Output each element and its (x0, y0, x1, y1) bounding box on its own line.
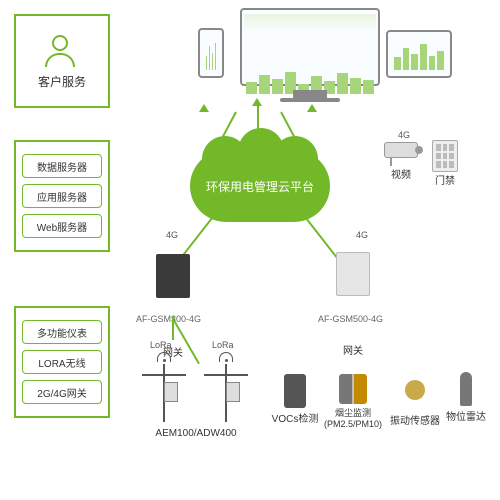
link-label-4g: 4G (356, 230, 368, 240)
person-icon (44, 33, 80, 69)
customer-service-panel: 客户服务 (14, 14, 110, 108)
sensor-dust: 烟尘监测 (PM2.5/PM10) (322, 374, 384, 429)
camera-label: 视频 (384, 166, 418, 181)
sensor-label: VOCs检测 (270, 410, 320, 425)
sensor-vibration: 振动传感器 (388, 380, 442, 427)
arrow-up-icon (199, 104, 209, 112)
sensor-label: 烟尘监测 (PM2.5/PM10) (322, 406, 384, 429)
monitor-icon (240, 8, 380, 100)
keypad-label: 门禁 (432, 172, 458, 187)
keypad-icon: 门禁 (432, 140, 458, 187)
arrow-up-icon (252, 98, 262, 106)
server-item: 数据服务器 (22, 154, 102, 178)
link-label-4g: 4G (398, 130, 410, 140)
sensor-label: 物位雷达 (444, 408, 488, 423)
phone-icon (198, 28, 224, 78)
server-item: Web服务器 (22, 214, 102, 238)
device-item: 2G/4G网关 (22, 380, 102, 404)
aem-label: AEM100/ADW400 (134, 428, 258, 439)
cloud-platform: 环保用电管理云平台 (190, 150, 330, 222)
link-label-4g: 4G (166, 230, 178, 240)
wifi-icon (157, 352, 171, 362)
devices-panel: 多功能仪表 LORA无线 2G/4G网关 (14, 306, 110, 418)
bottom-devices: AEM100/ADW400 VOCs检测 烟尘监测 (PM2.5/PM10) 振… (130, 330, 486, 480)
servers-panel: 数据服务器 应用服务器 Web服务器 (14, 140, 110, 252)
tablet-icon (386, 30, 452, 78)
arrow-up-icon (307, 104, 317, 112)
gateway-code: AF-GSM300-4G (136, 314, 201, 324)
gateway-code: AF-GSM500-4G (318, 314, 383, 324)
device-item: LORA无线 (22, 350, 102, 374)
device-item: 多功能仪表 (22, 320, 102, 344)
server-item: 应用服务器 (22, 184, 102, 208)
aem-device (196, 352, 256, 422)
sensor-vocs: VOCs检测 (270, 374, 320, 425)
cloud-label: 环保用电管理云平台 (206, 178, 314, 195)
wifi-icon (219, 352, 233, 362)
sensor-radar: 物位雷达 (444, 372, 488, 423)
customer-service-label: 客户服务 (38, 73, 86, 90)
camera-icon: 视频 (384, 142, 418, 181)
aem-device (134, 352, 194, 422)
sensor-label: 振动传感器 (388, 412, 442, 427)
